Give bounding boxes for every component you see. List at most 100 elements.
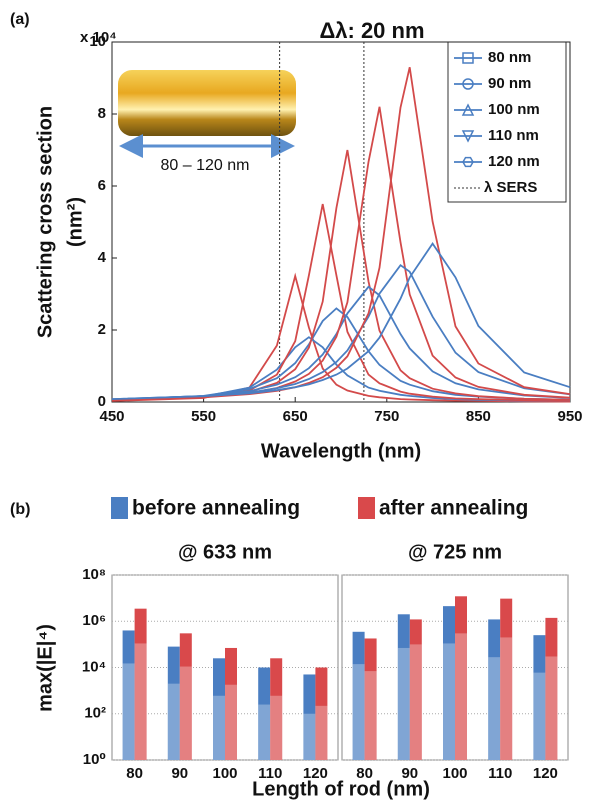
- bar-inner: [167, 683, 180, 760]
- bar-inner: [545, 656, 558, 760]
- bar-inner: [315, 705, 328, 760]
- x-axis-label: Wavelength (nm): [261, 440, 421, 462]
- x-tick-label: 550: [191, 408, 216, 425]
- bar-inner: [258, 704, 271, 760]
- y-tick-label: 4: [98, 249, 107, 266]
- y-tick-label: 10⁸: [82, 566, 106, 583]
- y-tick-label: 10⁴: [82, 658, 106, 675]
- legend-label: before annealing: [132, 497, 300, 520]
- panel-label: (b): [10, 501, 30, 518]
- annealed-line: [111, 272, 571, 403]
- bar: [179, 633, 192, 760]
- legend-marker: [462, 52, 474, 64]
- x-axis-label: Length of rod (nm): [252, 778, 430, 800]
- x-tick-label: 100: [212, 765, 237, 782]
- y-axis-label: max(|E|⁴): [34, 624, 56, 712]
- bar: [500, 598, 513, 760]
- legend-label: 90 nm: [488, 75, 531, 92]
- annealed-line: [111, 149, 571, 402]
- plot-frame: [111, 41, 571, 403]
- x-tick-label: 80: [126, 765, 143, 782]
- spectrum-line: [111, 285, 571, 401]
- bar-inner: [213, 695, 225, 760]
- bar-inner: [122, 663, 135, 760]
- bar: [225, 647, 237, 760]
- legend-label: 80 nm: [488, 49, 531, 66]
- x-tick-label: 650: [283, 408, 308, 425]
- bar: [315, 667, 328, 760]
- bar: [409, 619, 422, 760]
- y-tick-label: 0: [98, 393, 106, 410]
- x-tick-label: 110: [488, 765, 512, 782]
- legend-marker: [461, 103, 475, 116]
- bar: [122, 630, 135, 760]
- y-tick-label: 10: [89, 33, 106, 50]
- bar: [270, 658, 283, 760]
- legend-swatch: [358, 497, 375, 519]
- x-tick-label: 110: [258, 765, 282, 782]
- x-tick-label: 80: [356, 765, 373, 782]
- bar-inner: [303, 713, 316, 760]
- bar-inner: [179, 666, 192, 760]
- panel-title: @ 725 nm: [408, 541, 502, 563]
- panel-title: @ 633 nm: [178, 541, 272, 563]
- legend-swatch: [111, 497, 128, 519]
- bar: [455, 596, 467, 760]
- y-axis-label: (nm²): [64, 197, 86, 247]
- bar: [545, 617, 558, 760]
- bar: [134, 608, 147, 760]
- y-tick-label: 2: [98, 321, 106, 338]
- panel-label: (a): [10, 11, 30, 28]
- chart-title: Δλ: 20 nm: [319, 18, 424, 43]
- inset-label: 80 – 120 nm: [161, 157, 250, 174]
- x-tick-label: 950: [557, 408, 582, 425]
- bar-inner: [533, 672, 546, 760]
- bar: [488, 619, 501, 760]
- x-tick-label: 450: [99, 408, 124, 425]
- bar-inner: [397, 647, 410, 760]
- y-tick-label: 10²: [84, 705, 106, 722]
- y-tick-label: 6: [98, 177, 106, 194]
- legend-marker: [461, 130, 475, 143]
- bar: [167, 646, 180, 760]
- legend-marker: [462, 78, 474, 90]
- y-tick-label: 10⁶: [82, 612, 106, 629]
- x-tick-label: 120: [303, 765, 328, 782]
- bar: [258, 667, 271, 760]
- x-tick-label: 850: [466, 408, 491, 425]
- nanorod-image: [118, 70, 296, 136]
- bar-inner: [134, 643, 147, 760]
- bar: [303, 674, 316, 760]
- bar: [352, 631, 365, 760]
- x-tick-label: 90: [401, 765, 418, 782]
- y-tick-label: 10⁰: [83, 751, 106, 768]
- x-tick-label: 120: [533, 765, 558, 782]
- bar-inner: [443, 643, 455, 760]
- x-tick-label: 90: [171, 765, 188, 782]
- bar: [364, 638, 377, 760]
- bar-inner: [500, 637, 513, 760]
- x-tick-label: 750: [374, 408, 399, 425]
- spectrum-line: [111, 241, 571, 400]
- legend-label: 110 nm: [488, 127, 539, 144]
- bar-inner: [270, 695, 283, 760]
- legend-label: 100 nm: [488, 101, 540, 118]
- bar-inner: [352, 664, 365, 760]
- bar-inner: [225, 684, 237, 760]
- spectrum-line: [111, 263, 571, 400]
- y-tick-label: 8: [98, 105, 106, 122]
- legend-label: λ SERS: [484, 179, 537, 196]
- bar-inner: [409, 644, 422, 760]
- x-tick-label: 100: [442, 765, 467, 782]
- bar: [443, 606, 455, 760]
- legend-marker: [462, 156, 474, 168]
- annealed-line: [111, 203, 571, 402]
- bar-inner: [364, 671, 377, 760]
- bar: [533, 635, 546, 760]
- bar-inner: [488, 657, 501, 760]
- axis-multiplier: x 10⁴: [80, 29, 117, 46]
- legend-box: [447, 41, 567, 203]
- legend-label: 120 nm: [488, 153, 540, 170]
- bar: [397, 614, 410, 760]
